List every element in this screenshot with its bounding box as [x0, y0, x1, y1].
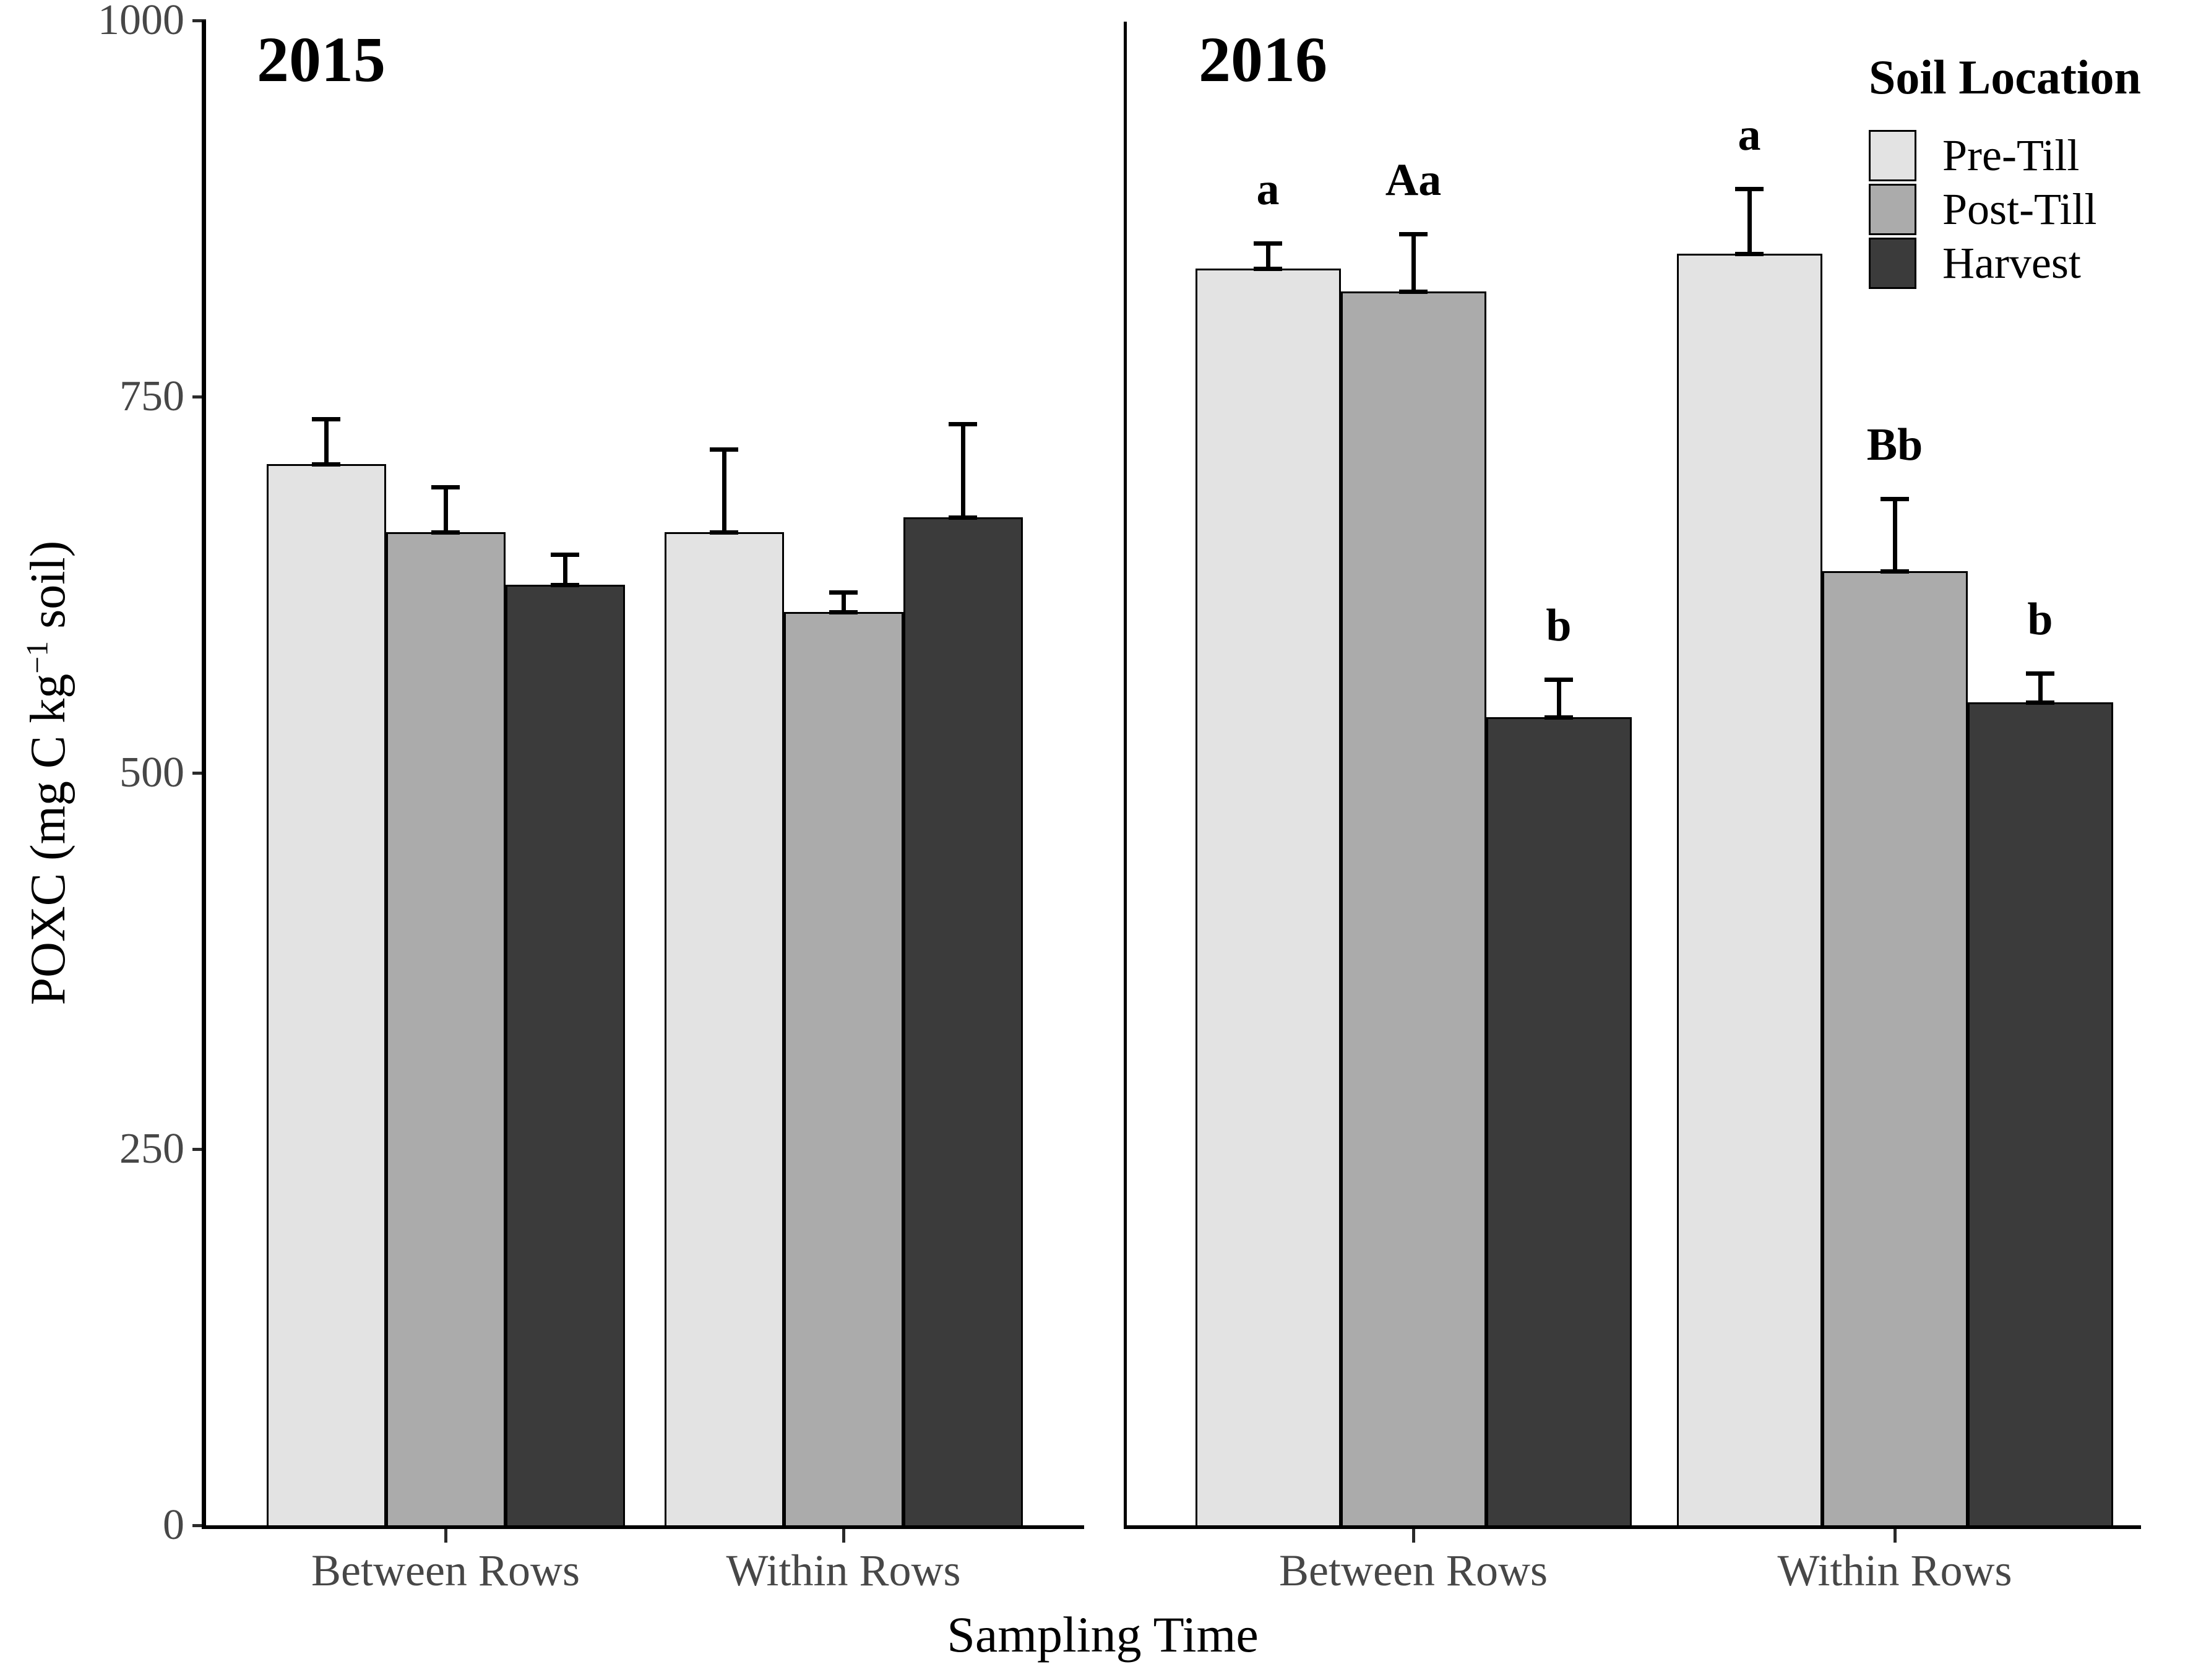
y-axis-tick	[192, 19, 206, 22]
error-bar-cap-bottom	[1735, 251, 1764, 256]
error-bar-cap-top	[431, 485, 460, 489]
significance-letter: b	[2027, 594, 2053, 645]
y-axis-tick-label: 1000	[98, 0, 184, 44]
error-bar-line	[2038, 673, 2043, 702]
error-bar-cap-bottom	[431, 530, 460, 535]
legend-swatch-post-till	[1869, 184, 1916, 235]
error-bar-cap-top	[1254, 241, 1282, 246]
legend-entry-post-till: Post-Till	[1869, 183, 2191, 236]
bar-2016-within-rows-pre-till	[1676, 253, 1822, 1527]
bar-2015-within-rows-harvest	[903, 517, 1023, 1527]
legend-label-post-till: Post-Till	[1942, 184, 2097, 234]
legend-entry-harvest: Harvest	[1869, 236, 2191, 290]
error-bar-cap-top	[829, 590, 858, 595]
x-axis-tick-label: Within Rows	[726, 1546, 961, 1595]
bar-2015-within-rows-pre-till	[664, 532, 784, 1527]
error-bar-cap-bottom	[1881, 569, 1909, 574]
error-bar-cap-top	[312, 417, 340, 422]
x-axis-tick-label: Between Rows	[311, 1546, 580, 1595]
legend-swatch-pre-till	[1869, 130, 1916, 181]
error-bar-cap-bottom	[710, 530, 738, 535]
legend-title: Soil Location	[1869, 50, 2141, 104]
error-bar-cap-bottom	[312, 462, 340, 467]
y-axis-title-text-2: soil)	[21, 540, 75, 641]
x-axis-tick	[1411, 1529, 1415, 1543]
y-axis-tick	[192, 1147, 206, 1151]
x-axis-line	[202, 1525, 1084, 1529]
y-axis-tick-label: 750	[119, 373, 184, 420]
significance-letter: Aa	[1385, 155, 1442, 206]
significance-letter: a	[1256, 163, 1280, 215]
significance-letter: Bb	[1866, 420, 1923, 471]
bar-2016-between-rows-pre-till	[1195, 269, 1341, 1527]
bar-2016-between-rows-harvest	[1486, 717, 1632, 1527]
error-bar-line	[1892, 499, 1897, 572]
legend-swatch-harvest	[1869, 238, 1916, 289]
bar-2015-within-rows-post-till	[783, 611, 903, 1527]
legend-label-harvest: Harvest	[1942, 238, 2081, 288]
error-bar-cap-bottom	[949, 515, 977, 520]
error-bar-line	[722, 449, 726, 532]
panel-title-2015: 2015	[257, 24, 386, 95]
bar-2016-between-rows-post-till	[1340, 291, 1486, 1527]
y-axis-title-text: POXC (mg C kg	[21, 673, 75, 1006]
x-axis-tick	[842, 1529, 845, 1543]
x-axis-tick	[1893, 1529, 1897, 1543]
error-bar-cap-top	[1735, 187, 1764, 192]
error-bar-cap-top	[1881, 497, 1909, 502]
error-bar-line	[1747, 189, 1752, 254]
error-bar-line	[562, 554, 567, 585]
y-axis-tick	[192, 771, 206, 775]
error-bar-cap-top	[1545, 678, 1573, 683]
error-bar-cap-bottom	[829, 610, 858, 614]
y-axis-tick-label: 0	[163, 1501, 184, 1549]
error-bar-cap-bottom	[1545, 715, 1573, 720]
x-axis-tick-label: Within Rows	[1777, 1546, 2012, 1595]
y-axis-line	[202, 20, 206, 1529]
legend-entry-pre-till: Pre-Till	[1869, 129, 2191, 183]
bar-2016-within-rows-post-till	[1822, 571, 1968, 1527]
legend-label-pre-till: Pre-Till	[1942, 131, 2080, 180]
x-axis-line	[1124, 1525, 2141, 1529]
bar-2015-between-rows-pre-till	[266, 464, 386, 1527]
x-axis-tick	[444, 1529, 447, 1543]
error-bar-line	[443, 486, 448, 532]
error-bar-cap-top	[949, 421, 977, 426]
error-bar-cap-top	[710, 447, 738, 452]
x-axis-tick-label: Between Rows	[1279, 1546, 1548, 1595]
error-bar-line	[1556, 679, 1561, 717]
error-bar-line	[1411, 234, 1416, 291]
error-bar-cap-bottom	[2026, 700, 2054, 705]
error-bar-cap-bottom	[551, 583, 579, 587]
error-bar-line	[841, 592, 846, 612]
error-bar-cap-bottom	[1399, 289, 1428, 294]
error-bar-cap-top	[551, 553, 579, 558]
y-axis-title-superscript: −1	[20, 640, 54, 674]
error-bar-cap-top	[2026, 671, 2054, 676]
significance-letter: a	[1738, 110, 1761, 161]
bar-2015-between-rows-harvest	[505, 585, 625, 1527]
y-axis-tick	[192, 395, 206, 398]
y-axis-tick-label: 500	[119, 749, 184, 796]
y-axis-tick	[192, 1523, 206, 1527]
error-bar-cap-top	[1399, 232, 1428, 237]
panel-title-2016: 2016	[1199, 24, 1327, 95]
error-bar-line	[324, 419, 329, 465]
legend: Soil Location Pre-Till Post-Till Harvest	[1869, 48, 2191, 290]
legend-items: Pre-Till Post-Till Harvest	[1869, 129, 2191, 290]
bar-2016-within-rows-harvest	[1967, 702, 2113, 1527]
bar-2015-between-rows-post-till	[386, 532, 506, 1527]
panel-divider-line	[1124, 22, 1127, 1529]
significance-letter: b	[1546, 600, 1572, 652]
error-bar-line	[960, 423, 965, 517]
x-axis-title: Sampling Time	[947, 1606, 1259, 1663]
error-bar-cap-bottom	[1254, 267, 1282, 272]
y-axis-tick-label: 250	[119, 1125, 184, 1173]
error-bar-line	[1265, 243, 1270, 269]
